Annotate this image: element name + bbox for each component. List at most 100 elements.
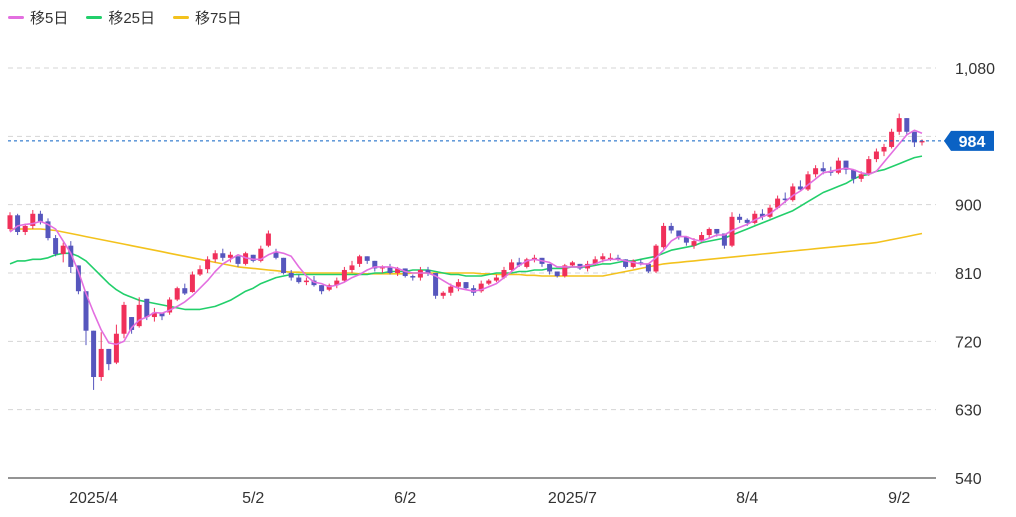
candle-down xyxy=(676,230,682,240)
candle-body xyxy=(7,215,13,229)
candle-down xyxy=(433,273,439,299)
candle-body xyxy=(463,282,469,289)
candle-up xyxy=(630,259,636,269)
candle-body xyxy=(250,254,256,261)
candle-up xyxy=(167,297,173,315)
candle-body xyxy=(144,298,150,318)
candle-down xyxy=(797,180,803,191)
candle-body xyxy=(197,269,203,275)
y-tick-label: 1,080 xyxy=(955,61,995,78)
candle-body xyxy=(410,276,416,278)
candle-body xyxy=(547,263,553,272)
candle-body xyxy=(106,348,112,365)
candle-body xyxy=(167,299,173,313)
candle-body xyxy=(661,225,667,248)
candle-down xyxy=(851,169,857,184)
candle-body xyxy=(706,228,712,236)
candle-down xyxy=(904,118,910,135)
candle-body xyxy=(843,160,849,170)
candle-down xyxy=(281,257,287,275)
candle-body xyxy=(37,213,43,222)
candle-down xyxy=(288,269,294,281)
ma25-layer xyxy=(9,155,923,311)
legend-item-ma25[interactable]: 移25日 xyxy=(86,7,155,28)
candle-up xyxy=(349,260,355,273)
candle-body xyxy=(630,260,636,267)
candle-body xyxy=(744,219,750,223)
candle-body xyxy=(15,215,21,232)
candle-body xyxy=(45,221,51,239)
candle-up xyxy=(509,259,515,272)
candle-down xyxy=(235,256,241,267)
candle-body xyxy=(83,291,89,331)
y-tick-label: 630 xyxy=(955,403,982,420)
candle-up xyxy=(174,286,180,302)
last-price-badge: 984 xyxy=(944,130,994,151)
candle-body xyxy=(486,280,492,284)
candle-down xyxy=(737,213,743,223)
candle-body xyxy=(98,348,104,378)
candle-up xyxy=(486,279,492,286)
candle-down xyxy=(91,330,97,390)
candle-down xyxy=(319,285,325,295)
candle-body xyxy=(113,333,119,363)
candle-up xyxy=(7,212,13,232)
candle-body xyxy=(911,131,917,143)
grid-lines: 540 630 720 810 900 1,080 2025/4 5/2 6/2 2025/7 8/… xyxy=(8,61,995,507)
candle-body xyxy=(349,265,355,270)
candle-body xyxy=(296,277,302,283)
legend-item-ma5[interactable]: 移5日 xyxy=(8,7,68,28)
candle-body xyxy=(759,213,765,217)
candle-up xyxy=(265,230,271,248)
candle-down xyxy=(547,263,553,275)
candle-body xyxy=(509,262,515,270)
candle-up xyxy=(919,139,925,146)
candle-up xyxy=(706,227,712,239)
candle-body xyxy=(387,266,393,273)
candle-down xyxy=(273,248,279,260)
last-price-badge-bg xyxy=(944,130,994,151)
candle-up xyxy=(60,242,66,263)
candle-body xyxy=(455,282,461,287)
candle-up xyxy=(805,171,811,191)
candle-up xyxy=(524,257,530,269)
legend-swatch-ma25 xyxy=(86,16,103,19)
candle-down xyxy=(402,268,408,278)
candle-up xyxy=(889,128,895,149)
x-tick-label: 6/2 xyxy=(394,490,416,507)
candle-up xyxy=(493,274,499,283)
candle-body xyxy=(554,271,560,277)
legend-item-ma75[interactable]: 移75日 xyxy=(173,7,242,28)
candle-up xyxy=(455,279,461,292)
candle-up xyxy=(303,277,309,286)
candle-body xyxy=(425,269,431,273)
candle-body xyxy=(866,159,872,175)
candle-body xyxy=(668,225,674,231)
y-tick-label: 720 xyxy=(955,334,982,351)
candle-up xyxy=(212,250,218,263)
candle-body xyxy=(189,274,195,292)
candle-down xyxy=(15,213,21,236)
legend-swatch-ma75 xyxy=(173,16,190,19)
candle-up xyxy=(151,307,157,322)
legend-label-ma25: 移25日 xyxy=(108,10,156,27)
candle-body xyxy=(273,251,279,258)
candle-up xyxy=(205,256,211,273)
candle-up xyxy=(790,183,796,202)
candle-body xyxy=(68,245,74,267)
candle-body xyxy=(30,213,36,226)
candle-body xyxy=(835,160,841,173)
candle-down xyxy=(539,257,545,267)
candle-body xyxy=(813,168,819,175)
candle-down xyxy=(129,317,135,334)
candle-up xyxy=(341,266,347,283)
candle-body xyxy=(858,174,864,179)
overlay-layer: 984 xyxy=(8,130,994,151)
candle-down xyxy=(554,271,560,278)
candle-body xyxy=(767,207,773,217)
candle-body xyxy=(182,288,188,294)
candle-body xyxy=(75,265,81,292)
candle-up xyxy=(227,251,233,263)
y-tick-label: 810 xyxy=(955,266,982,283)
candle-down xyxy=(721,233,727,249)
